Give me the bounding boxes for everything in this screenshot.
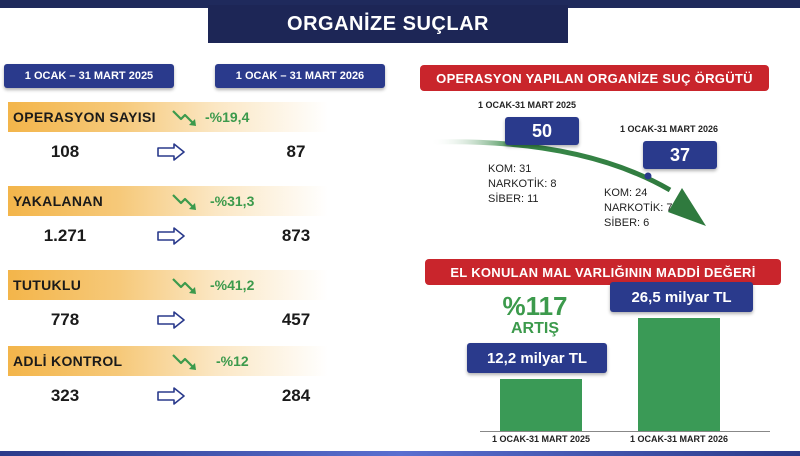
asset-bar-0 xyxy=(500,379,582,431)
stat-label: ADLİ KONTROL xyxy=(13,353,123,369)
stat-value-2026: 87 xyxy=(286,142,306,161)
stat-change: -%41,2 xyxy=(210,277,255,293)
orgs-total-2025: 50 xyxy=(505,117,579,145)
stat-value-2026: 457 xyxy=(281,310,311,329)
asset-bar-1 xyxy=(638,318,720,431)
stat-value-2025: 108 xyxy=(50,142,80,161)
curve-arrowhead xyxy=(668,188,706,226)
curve-point-2026 xyxy=(644,172,652,180)
trend-down-icon xyxy=(172,278,196,294)
stat-value-2026: 873 xyxy=(281,226,311,245)
detail-line: NARKOTİK: 7 xyxy=(604,202,673,214)
bottom-band xyxy=(0,451,800,456)
detail-line: SİBER: 6 xyxy=(604,217,650,229)
period-pill-2025: 1 OCAK – 31 MART 2025 xyxy=(4,64,174,88)
stat-change: -%31,3 xyxy=(210,193,255,209)
stat-value-2025: 1.271 xyxy=(43,226,87,245)
stat-label: OPERASYON SAYISI xyxy=(13,109,156,125)
stat-label-row: TUTUKLU -%41,2 xyxy=(8,270,328,300)
stat-change: -%19,4 xyxy=(205,109,250,125)
detail-line: KOM: 24 xyxy=(604,187,648,199)
top-band xyxy=(0,0,800,8)
stat-label-row: YAKALANAN -%31,3 xyxy=(8,186,328,216)
orgs-heading: OPERASYON YAPILAN ORGANİZE SUÇ ÖRGÜTÜ xyxy=(420,65,769,91)
assets-heading: EL KONULAN MAL VARLIĞININ MADDİ DEĞERİ xyxy=(425,259,781,285)
asset-x-tick: 1 OCAK-31 MART 2026 xyxy=(629,434,729,444)
asset-bar-label: 12,2 milyar TL xyxy=(467,343,607,373)
increase-callout: %117 ARTIŞ xyxy=(480,292,590,338)
detail-line: NARKOTİK: 8 xyxy=(488,178,557,190)
orgs-details-2025: KOM: 31 NARKOTİK: 8 SİBER: 11 xyxy=(488,162,556,207)
stat-label-row: OPERASYON SAYISI -%19,4 xyxy=(8,102,328,132)
trend-down-icon xyxy=(172,110,196,126)
orgs-details-2026: KOM: 24 NARKOTİK: 7 SİBER: 6 xyxy=(604,186,672,231)
trend-down-icon xyxy=(172,194,196,210)
stat-change: -%12 xyxy=(216,353,249,369)
trend-down-icon xyxy=(172,354,196,370)
asset-bar-label: 26,5 milyar TL xyxy=(610,282,753,312)
arrow-right-icon xyxy=(157,387,185,405)
increase-percent: %117 xyxy=(502,291,568,321)
page-title: ORGANİZE SUÇLAR xyxy=(208,5,568,43)
detail-line: KOM: 31 xyxy=(488,163,532,175)
orgs-total-2026: 37 xyxy=(643,141,717,169)
stat-label: YAKALANAN xyxy=(13,193,104,209)
arrow-right-icon xyxy=(157,311,185,329)
stat-value-2025: 323 xyxy=(50,386,80,405)
chart-baseline xyxy=(480,431,770,432)
orgs-date-2026: 1 OCAK-31 MART 2026 xyxy=(620,124,719,134)
increase-word: ARTIŞ xyxy=(511,320,559,337)
stat-value-2025: 778 xyxy=(50,310,80,329)
arrow-right-icon xyxy=(157,227,185,245)
stat-value-2026: 284 xyxy=(281,386,311,405)
arrow-right-icon xyxy=(157,143,185,161)
stat-label: TUTUKLU xyxy=(13,277,82,293)
orgs-date-2025: 1 OCAK-31 MART 2025 xyxy=(478,100,577,110)
detail-line: SİBER: 11 xyxy=(488,193,539,205)
period-pill-2026: 1 OCAK – 31 MART 2026 xyxy=(215,64,385,88)
asset-x-tick: 1 OCAK-31 MART 2025 xyxy=(491,434,591,444)
stat-label-row: ADLİ KONTROL -%12 xyxy=(8,346,328,376)
